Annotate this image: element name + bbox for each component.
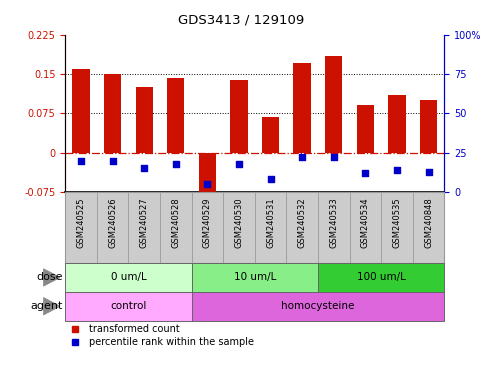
Bar: [388, 95, 406, 153]
Text: GSM240533: GSM240533: [329, 198, 338, 248]
Bar: [167, 78, 185, 153]
Text: agent: agent: [30, 301, 63, 311]
Bar: [199, 153, 216, 195]
Bar: [192, 292, 444, 321]
Point: [141, 166, 148, 172]
Bar: [65, 263, 192, 292]
Text: GSM240530: GSM240530: [234, 198, 243, 248]
Point: [361, 170, 369, 176]
Point: [393, 167, 401, 173]
Text: GSM240529: GSM240529: [203, 198, 212, 248]
Text: dose: dose: [36, 272, 63, 283]
Text: GSM240526: GSM240526: [108, 198, 117, 248]
Text: GSM240532: GSM240532: [298, 198, 307, 248]
Bar: [192, 263, 318, 292]
Text: GSM240534: GSM240534: [361, 198, 370, 248]
Bar: [72, 69, 90, 153]
Bar: [420, 100, 437, 153]
Point: [109, 157, 116, 164]
Point: [203, 181, 211, 187]
Text: control: control: [110, 301, 146, 311]
Bar: [294, 63, 311, 153]
Polygon shape: [43, 269, 60, 286]
Bar: [318, 263, 444, 292]
Bar: [136, 87, 153, 153]
Text: homocysteine: homocysteine: [281, 301, 355, 311]
Bar: [262, 117, 279, 153]
Point: [172, 161, 180, 167]
Text: GSM240527: GSM240527: [140, 198, 149, 248]
Text: GSM240535: GSM240535: [393, 198, 401, 248]
Text: 0 um/L: 0 um/L: [111, 272, 146, 283]
Point: [267, 176, 274, 182]
Bar: [325, 56, 342, 153]
Text: GDS3413 / 129109: GDS3413 / 129109: [178, 13, 305, 26]
Text: GSM240528: GSM240528: [171, 198, 180, 248]
Point: [235, 161, 243, 167]
Point: [77, 157, 85, 164]
Bar: [65, 292, 192, 321]
Bar: [104, 74, 121, 153]
Text: GSM240531: GSM240531: [266, 198, 275, 248]
Polygon shape: [43, 298, 60, 315]
Text: GSM240525: GSM240525: [76, 198, 85, 248]
Legend: transformed count, percentile rank within the sample: transformed count, percentile rank withi…: [65, 324, 254, 348]
Text: 10 um/L: 10 um/L: [234, 272, 276, 283]
Bar: [230, 80, 248, 153]
Text: 100 um/L: 100 um/L: [357, 272, 406, 283]
Point: [425, 169, 432, 175]
Bar: [356, 106, 374, 153]
Text: GSM240848: GSM240848: [424, 198, 433, 248]
Point: [330, 154, 338, 161]
Point: [298, 154, 306, 161]
